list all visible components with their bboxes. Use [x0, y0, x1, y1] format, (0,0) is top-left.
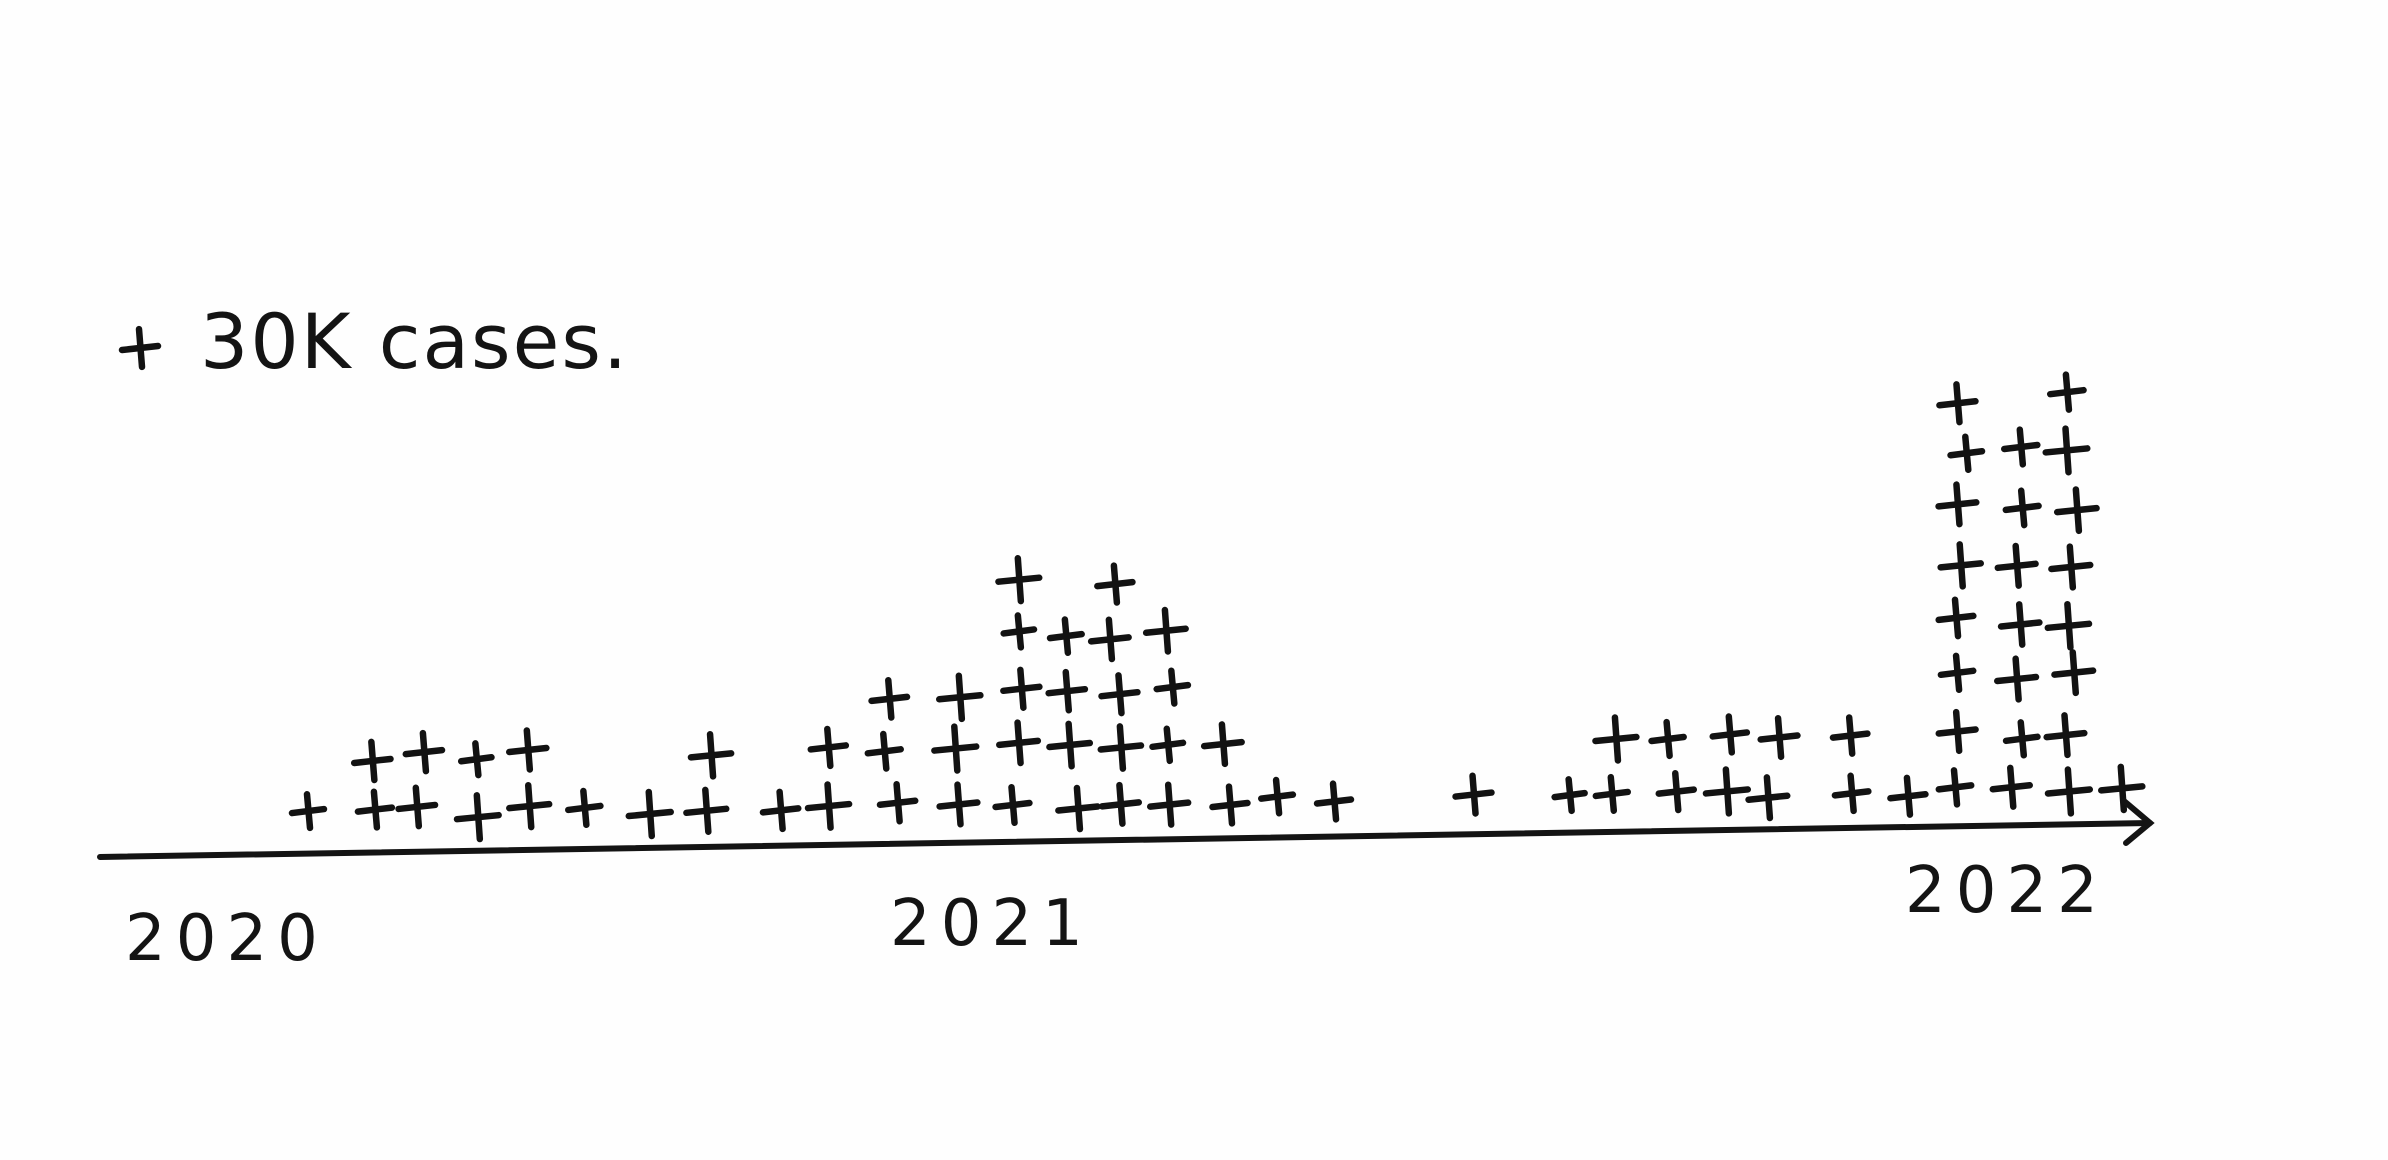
case-mark-plus	[1935, 596, 1977, 640]
case-mark-plus	[1055, 784, 1101, 833]
case-mark-plus	[1046, 720, 1094, 770]
case-mark-plus	[2048, 543, 2094, 591]
case-mark-plus	[354, 788, 396, 831]
case-mark-plus	[1258, 776, 1297, 817]
case-mark-plus	[996, 719, 1042, 767]
legend-plus-icon	[118, 325, 162, 371]
case-mark-plus	[2042, 425, 2091, 476]
case-mark-plus	[931, 723, 980, 774]
case-mark-plus	[1937, 541, 1984, 590]
case-mark-plus	[288, 791, 328, 832]
case-mark-plus	[804, 781, 853, 831]
case-mark-plus	[992, 783, 1033, 827]
case-marks	[288, 371, 2146, 843]
case-mark-plus	[1648, 718, 1687, 760]
case-mark-plus	[876, 781, 919, 825]
case-mark-plus	[2098, 763, 2146, 814]
case-mark-plus	[1757, 714, 1801, 761]
case-mark-plus	[350, 738, 394, 784]
case-mark-plus	[1142, 606, 1189, 655]
case-mark-plus	[2051, 649, 2097, 697]
case-mark-plus	[1000, 666, 1043, 711]
case-mark-plus	[2043, 712, 2088, 759]
case-mark-plus	[1097, 723, 1145, 772]
case-mark-plus	[1831, 772, 1872, 815]
case-mark-plus	[759, 788, 802, 833]
case-mark-plus	[565, 787, 604, 829]
case-mark-plus	[1935, 481, 1980, 528]
case-mark-plus	[1655, 769, 1698, 814]
case-mark-plus	[1153, 667, 1192, 707]
case-mark-plus	[1989, 764, 2033, 810]
case-mark-plus	[453, 792, 502, 843]
x-tick-label-2021: 2021	[890, 887, 1093, 961]
case-mark-plus	[1935, 708, 1979, 755]
case-mark-plus	[1200, 721, 1245, 768]
case-mark-plus	[1098, 672, 1141, 717]
case-mark-plus	[1887, 774, 1929, 818]
case-mark-plus	[1098, 781, 1143, 827]
case-mark-plus	[2044, 766, 2094, 817]
legend: 30K cases.	[118, 297, 629, 386]
case-mark-plus	[1997, 601, 2043, 648]
case-mark-plus	[2053, 486, 2100, 535]
case-mark-plus	[807, 725, 850, 770]
x-tick-label-2020: 2020	[125, 902, 328, 976]
case-mark-plus	[1146, 781, 1192, 828]
case-mark-plus	[1702, 766, 1752, 817]
case-mark-plus	[402, 729, 446, 775]
case-mark-plus	[683, 786, 730, 835]
case-mark-plus	[1745, 774, 1791, 822]
case-mark-plus	[1313, 780, 1355, 823]
case-mark-plus	[1937, 652, 1977, 694]
case-mark-plus	[457, 740, 495, 779]
x-axis-line	[97, 820, 2153, 860]
case-mark-plus	[1045, 668, 1089, 714]
case-mark-plus	[2001, 426, 2041, 468]
case-mark-plus	[1994, 655, 2040, 703]
case-mark-plus	[1087, 616, 1132, 663]
case-mark-plus	[506, 781, 553, 831]
case-mark-plus	[1094, 562, 1136, 606]
case-mark-plus	[1935, 767, 1975, 808]
x-axis	[97, 798, 2155, 860]
case-mark-plus	[1209, 783, 1251, 827]
case-mark-plus	[1149, 725, 1187, 765]
case-mark-plus	[2046, 371, 2087, 413]
case-mark-plus	[2002, 719, 2041, 759]
case-mark-plus	[1829, 714, 1871, 757]
case-mark-plus	[1947, 433, 1986, 474]
case-mark-plus	[2002, 487, 2042, 529]
case-mark-plus	[687, 730, 735, 780]
case-mark-plus	[1592, 773, 1632, 814]
case-mark-plus	[1551, 776, 1588, 815]
legend-label: 30K cases.	[200, 297, 629, 386]
case-mark-plus	[1994, 542, 2039, 589]
case-mark-plus	[625, 788, 674, 840]
case-mark-plus	[936, 672, 984, 723]
legend-plus-symbol	[118, 325, 162, 371]
case-mark-plus	[506, 727, 550, 773]
case-mark-plus	[1452, 772, 1495, 817]
case-mark-plus	[1709, 713, 1751, 756]
case-mark-plus	[395, 784, 439, 830]
case-mark-plus	[2044, 600, 2093, 651]
case-mark-plus	[1000, 612, 1038, 651]
x-tick-label-2022: 2022	[1905, 854, 2108, 928]
case-mark-plus	[936, 781, 981, 828]
case-mark-plus	[995, 555, 1043, 605]
case-mark-plus	[864, 730, 904, 772]
case-mark-plus	[1592, 714, 1640, 764]
case-mark-plus	[1936, 381, 1979, 426]
x-axis-tick-labels: 2020 2021 2022	[125, 854, 2108, 976]
case-mark-plus	[1046, 616, 1085, 656]
x-axis-arrowhead	[2121, 798, 2155, 846]
case-mark-plus	[868, 677, 911, 721]
